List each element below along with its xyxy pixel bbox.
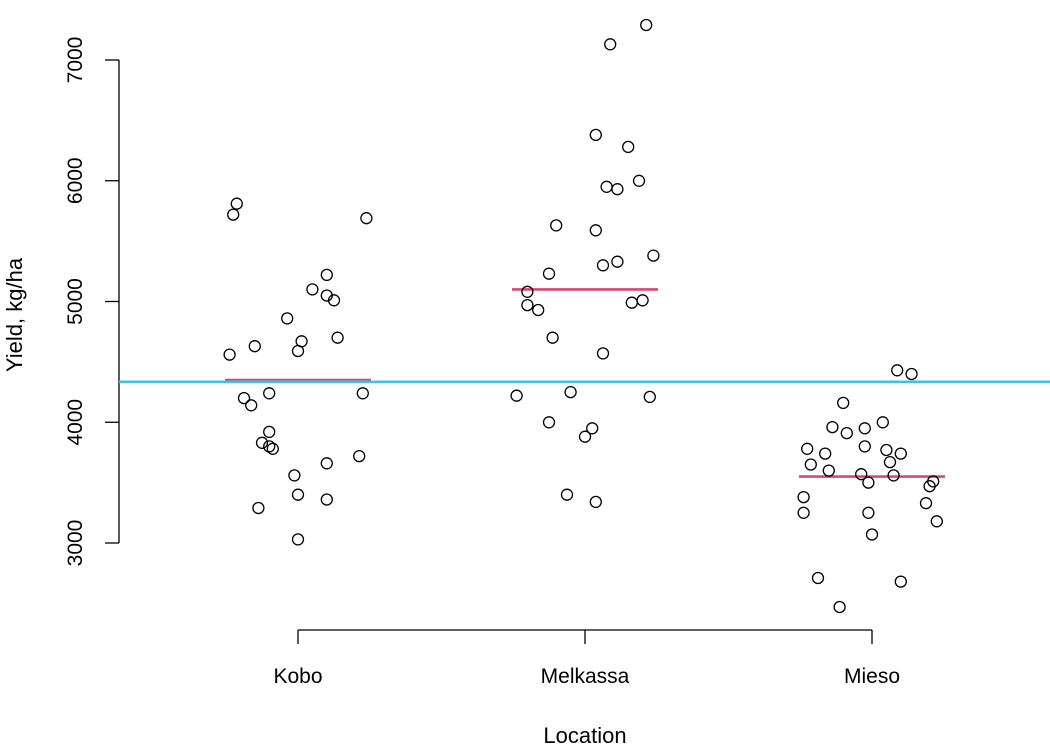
data-point-kobo	[237, 391, 251, 405]
data-point-mieso	[862, 506, 875, 519]
data-point-melkassa	[589, 495, 602, 509]
data-point-mieso	[826, 420, 839, 434]
data-point-kobo	[263, 425, 276, 439]
data-point-mieso	[919, 497, 933, 510]
data-point-melkassa	[532, 303, 545, 317]
data-point-mieso	[855, 468, 868, 481]
data-points	[223, 18, 943, 614]
data-point-melkassa	[604, 38, 617, 51]
data-point-kobo	[266, 442, 279, 455]
mean-lines	[119, 288, 1050, 478]
data-point-mieso	[811, 571, 825, 585]
data-point-melkassa	[564, 385, 577, 399]
data-point-melkassa	[586, 422, 599, 435]
data-point-melkassa	[611, 183, 624, 196]
data-point-mieso	[862, 476, 875, 489]
x-tick-label-kobo: Kobo	[273, 665, 322, 688]
data-point-mieso	[923, 480, 936, 493]
data-point-mieso	[840, 426, 853, 440]
x-tick-label-mieso: Mieso	[844, 665, 900, 688]
data-point-kobo	[331, 331, 344, 344]
data-point-mieso	[905, 367, 918, 381]
data-point-mieso	[887, 469, 900, 482]
data-point-melkassa	[647, 249, 660, 262]
data-point-kobo	[306, 283, 319, 296]
data-point-kobo	[248, 340, 261, 353]
data-point-kobo	[252, 501, 265, 515]
data-point-melkassa	[611, 255, 624, 268]
data-point-kobo	[360, 212, 373, 225]
data-point-melkassa	[521, 285, 534, 298]
x-axis: Kobo Melkassa Mieso	[273, 629, 900, 688]
x-tick-label-melkassa: Melkassa	[541, 665, 630, 688]
data-point-kobo	[288, 469, 301, 482]
data-point-mieso	[930, 515, 943, 528]
data-point-mieso	[797, 506, 810, 519]
data-point-kobo	[263, 440, 276, 453]
y-axis-title: Yield, kg/ha	[2, 257, 27, 372]
data-point-melkassa	[578, 430, 592, 443]
data-point-melkassa	[625, 296, 638, 309]
data-point-mieso	[819, 447, 832, 460]
data-point-mieso	[880, 443, 893, 457]
data-point-melkassa	[643, 390, 656, 404]
data-point-melkassa	[510, 389, 523, 402]
y-tick-label: 4000	[64, 399, 87, 446]
data-point-mieso	[801, 442, 814, 455]
data-point-kobo	[320, 457, 333, 470]
data-point-mieso	[883, 455, 897, 469]
data-point-melkassa	[589, 128, 602, 142]
data-point-kobo	[255, 436, 269, 449]
data-point-mieso	[833, 600, 846, 614]
data-point-melkassa	[589, 224, 602, 237]
data-point-melkassa	[622, 140, 635, 154]
y-tick-label: 3000	[64, 520, 87, 567]
data-point-mieso	[858, 440, 871, 453]
y-tick-label: 5000	[64, 278, 87, 325]
y-tick-label: 6000	[64, 157, 87, 204]
data-point-melkassa	[600, 180, 613, 193]
data-point-mieso	[837, 396, 850, 410]
data-point-kobo	[320, 493, 333, 506]
data-point-mieso	[876, 416, 889, 429]
y-axis: 3000 4000 5000 6000 7000	[64, 37, 120, 567]
data-point-kobo	[291, 344, 305, 358]
data-point-kobo	[353, 449, 366, 463]
data-point-mieso	[858, 422, 871, 435]
data-point-mieso	[797, 490, 810, 504]
data-point-melkassa	[640, 18, 653, 32]
data-point-mieso	[865, 528, 879, 541]
data-point-kobo	[245, 399, 258, 412]
data-point-melkassa	[550, 219, 563, 232]
data-point-kobo	[263, 387, 276, 400]
data-point-mieso	[894, 447, 907, 460]
data-point-mieso	[804, 458, 817, 471]
data-point-kobo	[281, 312, 294, 325]
data-point-melkassa	[596, 347, 610, 360]
data-point-melkassa	[560, 488, 574, 501]
data-point-kobo	[227, 208, 240, 221]
data-point-kobo	[230, 197, 243, 210]
data-point-mieso	[894, 575, 907, 588]
data-point-melkassa	[546, 331, 559, 344]
data-point-melkassa	[632, 174, 646, 187]
data-point-kobo	[356, 387, 369, 400]
data-point-melkassa	[542, 416, 556, 429]
data-point-mieso	[822, 464, 835, 477]
y-tick-label: 7000	[64, 37, 87, 84]
data-point-melkassa	[521, 298, 534, 312]
data-point-melkassa	[636, 294, 649, 307]
data-point-kobo	[223, 348, 236, 361]
data-point-mieso	[891, 364, 904, 377]
data-point-kobo	[291, 533, 305, 546]
data-point-melkassa	[596, 259, 610, 272]
data-point-kobo	[320, 268, 333, 282]
data-point-kobo	[291, 488, 305, 501]
data-point-kobo	[327, 294, 341, 307]
data-point-melkassa	[542, 267, 556, 280]
x-axis-title: Location	[543, 723, 626, 748]
